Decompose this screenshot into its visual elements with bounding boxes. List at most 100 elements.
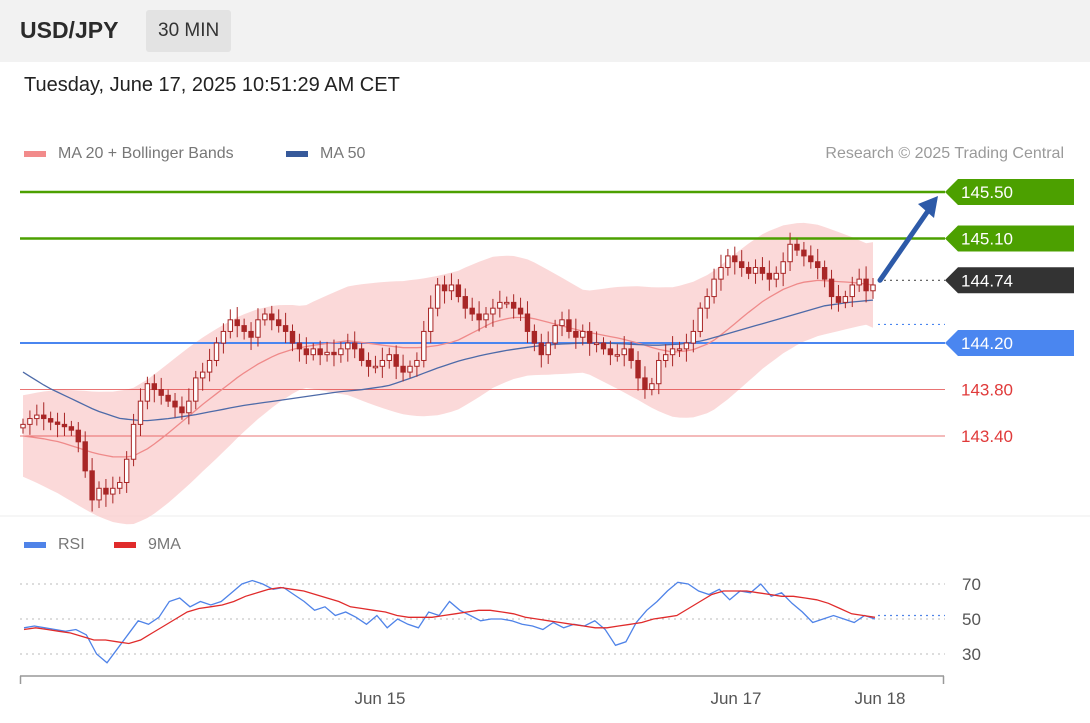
candles: [20, 232, 876, 512]
legend-ma50-label: MA 50: [320, 145, 366, 162]
candle: [275, 309, 282, 333]
candle: [220, 323, 227, 354]
candle-body: [552, 325, 558, 344]
candle-body: [863, 278, 869, 292]
candle: [483, 307, 489, 328]
candle: [331, 339, 337, 367]
candle-body: [199, 371, 206, 379]
candle: [628, 341, 634, 369]
candle: [821, 260, 828, 288]
candle-body: [559, 319, 565, 327]
candle-body: [504, 301, 510, 305]
candle-body: [517, 307, 524, 315]
candle-body: [642, 377, 648, 391]
candle: [241, 318, 247, 340]
legend-bollinger: MA 20 + Bollinger Bands: [24, 145, 234, 163]
candle-body: [206, 359, 213, 373]
candle-body: [386, 354, 392, 361]
candle-body: [393, 354, 399, 367]
candle-body: [338, 348, 344, 356]
timeframe-badge[interactable]: 30 MIN: [146, 10, 232, 52]
ma50-swatch: [286, 151, 308, 157]
candle: [117, 476, 123, 495]
candle-body: [649, 383, 655, 391]
candle: [310, 343, 316, 361]
candle: [324, 341, 330, 362]
candle-body: [82, 441, 88, 472]
candle: [428, 295, 434, 344]
candle: [510, 294, 517, 319]
candle-body: [635, 359, 641, 379]
candle: [172, 393, 178, 418]
level-tag-143-40-label: 143.40: [961, 427, 1013, 446]
candle: [538, 333, 544, 368]
candle-body: [310, 348, 316, 356]
candle: [835, 284, 842, 312]
candle: [130, 413, 137, 467]
candle: [317, 340, 323, 366]
level-tag-144-74-label: 144.74: [961, 271, 1013, 290]
candle-body: [849, 284, 855, 298]
candle-body: [123, 458, 130, 483]
candle: [780, 252, 786, 287]
candle: [41, 402, 47, 431]
candle-body: [752, 267, 759, 274]
candle: [151, 374, 158, 403]
candle: [504, 296, 510, 309]
candle: [282, 312, 289, 344]
candle: [123, 451, 130, 493]
candle: [490, 298, 496, 327]
candle: [193, 370, 199, 410]
candle-body: [586, 330, 593, 344]
legend-rsi-ma: 9MA: [114, 536, 181, 554]
candle: [379, 347, 386, 378]
candle-body: [220, 330, 227, 344]
candle-body: [490, 307, 496, 315]
candle: [566, 309, 572, 339]
candle-body: [331, 351, 337, 356]
candle-body: [365, 359, 372, 367]
level-tag-143-80: 143.80: [961, 381, 1013, 400]
credit-text: Research © 2025 Trading Central: [825, 145, 1064, 162]
candle-body: [828, 278, 835, 298]
candle-body: [573, 330, 579, 338]
candle: [801, 241, 807, 267]
candle-body: [234, 319, 240, 327]
candle: [469, 297, 475, 321]
candle-body: [193, 377, 199, 402]
candle: [759, 257, 766, 281]
level-tag-144-74-shape: [945, 267, 1074, 294]
level-tag-145-10: 145.10: [945, 225, 1074, 252]
candle-body: [289, 330, 296, 344]
rsi-tick-30: 30: [962, 645, 981, 664]
candle-body: [20, 423, 26, 429]
candle: [186, 388, 192, 425]
candle: [635, 351, 641, 391]
legend-rsi-ma-label: 9MA: [148, 536, 181, 553]
candle: [27, 410, 33, 435]
candle-body: [628, 348, 634, 361]
candle: [365, 352, 372, 377]
candle-body: [856, 278, 862, 286]
bollinger-band: [23, 222, 873, 525]
candle: [849, 276, 855, 308]
candle: [296, 333, 303, 362]
candle: [206, 348, 213, 382]
candle-body: [794, 243, 800, 251]
candle-body: [158, 389, 164, 396]
candle: [96, 481, 102, 509]
candle: [697, 302, 703, 338]
candle-body: [358, 348, 365, 361]
candle-body: [835, 296, 842, 303]
rsi-line: [23, 579, 876, 664]
candle: [345, 333, 351, 362]
candle: [607, 340, 614, 366]
candle-body: [531, 330, 538, 344]
candle-body: [103, 487, 109, 495]
x-tick-jun-15: Jun 15: [354, 689, 405, 708]
candle-body: [407, 365, 413, 373]
level-tag-144-20-label: 144.20: [961, 334, 1013, 353]
rsi-tick-70: 70: [962, 575, 981, 594]
candle: [870, 277, 876, 299]
